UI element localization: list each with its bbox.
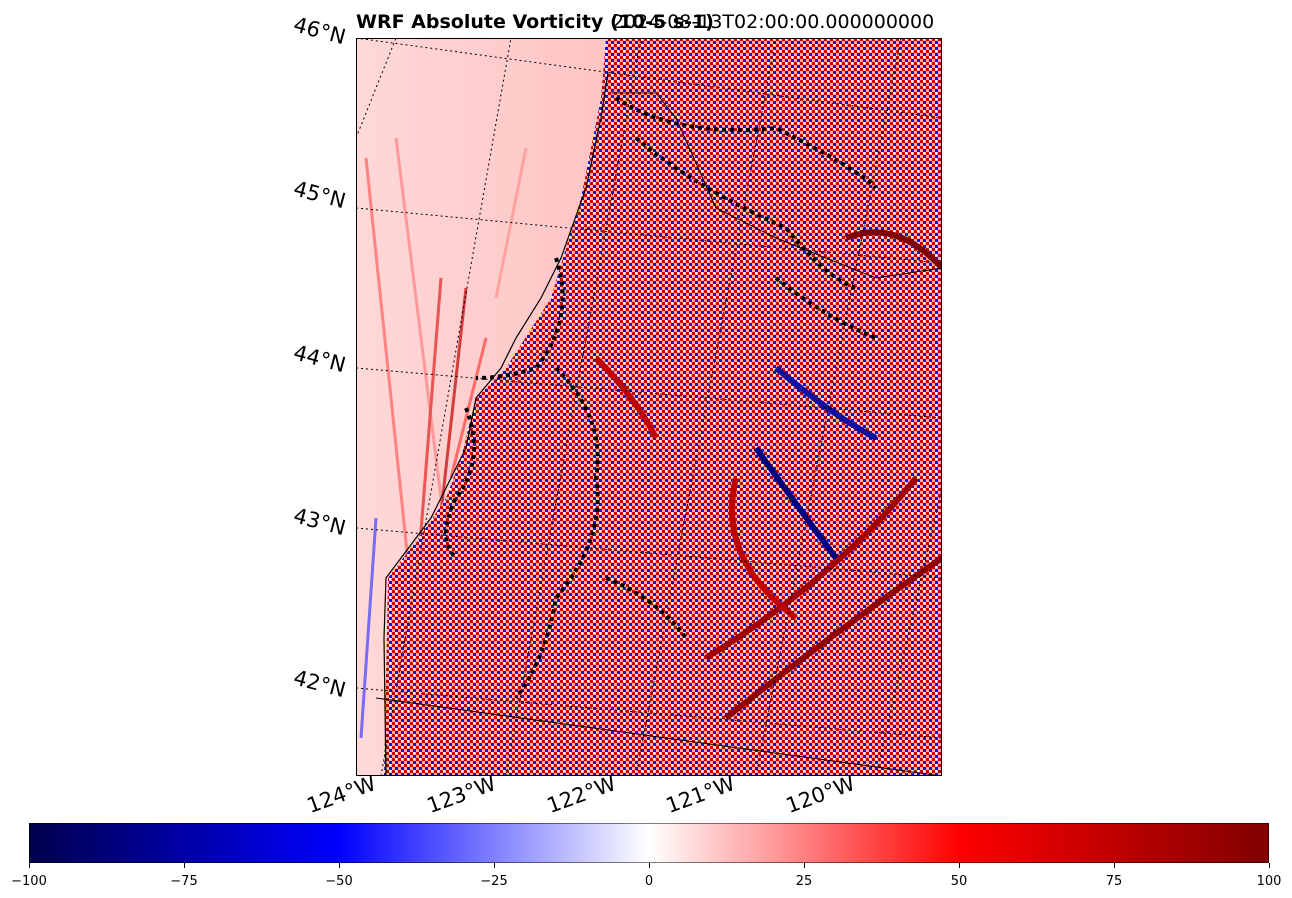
coastline [383, 72, 609, 776]
lat-label-46: 46°N [290, 12, 349, 50]
lon-label-121: 121°W [662, 771, 739, 818]
lat-label-42: 42°N [290, 665, 349, 703]
chart-title: WRF Absolute Vorticity (10-5 s-1) [356, 11, 714, 33]
colorbar-tick-mark [29, 863, 30, 868]
colorbar-tick-mark [339, 863, 340, 868]
colorbar-tick-mark [649, 863, 650, 868]
colorbar-tick-label: −50 [325, 874, 353, 889]
colorbar-tick-mark [804, 863, 805, 868]
lon-label-124: 124°W [303, 771, 380, 818]
lat-label-43: 43°N [290, 503, 349, 541]
colorbar-tick-label: −100 [11, 874, 47, 889]
colorbar-tick-label: 0 [644, 874, 654, 889]
colorbar-tick-label: 75 [1105, 874, 1123, 889]
graticule [356, 38, 942, 776]
state-border [375, 697, 942, 776]
colorbar [29, 823, 1269, 863]
lon-label-123: 123°W [423, 771, 500, 818]
colorbar-tick-mark [959, 863, 960, 868]
colorbar-tick-label: 100 [1256, 874, 1282, 889]
lat-label-44: 44°N [290, 340, 349, 378]
colorbar-tick-label: 25 [795, 874, 813, 889]
terrain-ridges [593, 229, 942, 721]
lon-label-120: 120°W [782, 771, 859, 818]
lat-label-45: 45°N [290, 176, 349, 214]
river-border [611, 92, 942, 279]
colorbar-tick-label: 50 [950, 874, 968, 889]
lon-label-122: 122°W [543, 771, 620, 818]
vorticity-map [356, 38, 942, 776]
colorbar-tick-mark [1269, 863, 1270, 868]
chart-timestamp: 2024-08-13T02:00:00.000000000 [612, 11, 935, 33]
dashed-contours [444, 96, 878, 700]
colorbar-tick-label: −25 [480, 874, 508, 889]
colorbar-tick-label: −75 [170, 874, 198, 889]
colorbar-tick-mark [1114, 863, 1115, 868]
colorbar-tick-mark [494, 863, 495, 868]
colorbar-tick-mark [184, 863, 185, 868]
